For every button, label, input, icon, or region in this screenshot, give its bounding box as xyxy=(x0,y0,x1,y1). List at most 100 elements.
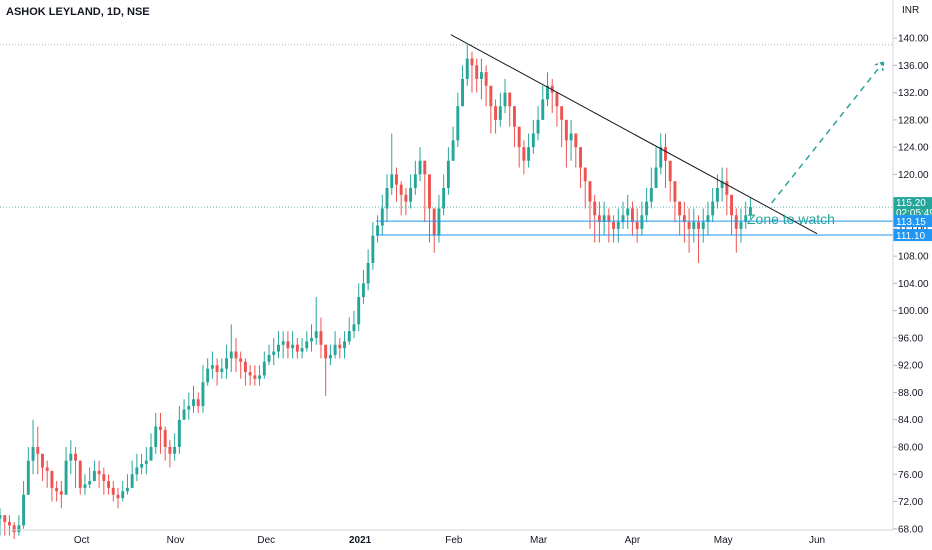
y-tick-label: 140.00 xyxy=(898,34,929,45)
candle xyxy=(97,460,101,488)
candle xyxy=(286,331,290,359)
candle xyxy=(305,331,309,352)
candle-body xyxy=(88,481,92,485)
candle xyxy=(739,208,743,243)
candle xyxy=(182,399,186,420)
y-tick-label: 76.00 xyxy=(898,470,923,481)
candle-body xyxy=(465,58,469,79)
candle xyxy=(461,65,464,107)
candle-body xyxy=(305,341,309,349)
candle xyxy=(626,194,630,229)
candle-body xyxy=(50,470,54,488)
candle xyxy=(579,147,582,189)
candle xyxy=(432,208,436,253)
x-tick-label: Mar xyxy=(530,535,548,546)
candle xyxy=(720,167,724,202)
candle-body xyxy=(310,337,313,342)
candle-body xyxy=(149,446,153,461)
candle xyxy=(701,208,705,243)
candle-body xyxy=(720,181,724,189)
candle xyxy=(494,99,498,134)
candle xyxy=(527,133,531,168)
candle-body xyxy=(555,92,559,107)
candle-body xyxy=(168,446,172,454)
current-price-label: 115.20 xyxy=(896,198,926,209)
candle-body xyxy=(116,494,120,499)
candle xyxy=(168,440,172,468)
candle xyxy=(121,481,125,502)
candle-body xyxy=(338,344,342,349)
candle xyxy=(163,426,167,461)
candle-body xyxy=(154,426,158,447)
candle xyxy=(640,201,644,236)
candle xyxy=(654,147,658,189)
candle-body xyxy=(673,181,677,202)
candle xyxy=(22,481,26,529)
candle-body xyxy=(324,344,328,359)
candle-body xyxy=(196,399,200,407)
candle-body xyxy=(394,174,398,185)
candle-body xyxy=(664,147,667,161)
candle-body xyxy=(649,188,653,202)
candle-body xyxy=(512,106,516,127)
candle xyxy=(361,269,365,304)
candle-body xyxy=(295,344,299,352)
y-tick-label: 124.00 xyxy=(898,143,929,154)
candle-body xyxy=(564,119,568,141)
level-2-tag: 111.10 xyxy=(893,229,932,242)
y-tick-label: 104.00 xyxy=(898,279,929,290)
candle xyxy=(394,167,398,202)
candle xyxy=(479,58,483,100)
candle-body xyxy=(626,208,630,216)
candle xyxy=(319,317,323,359)
candle-body xyxy=(508,92,512,107)
candle xyxy=(371,222,375,270)
candle xyxy=(225,344,229,379)
candle-body xyxy=(390,174,394,189)
candle xyxy=(442,174,446,216)
candle-body xyxy=(352,324,356,332)
candle xyxy=(470,51,474,93)
candle xyxy=(730,194,734,236)
candle xyxy=(503,78,507,114)
candle-body xyxy=(456,106,460,141)
candle xyxy=(173,433,177,461)
x-tick-label: Apr xyxy=(625,535,641,546)
candle xyxy=(409,174,413,209)
candle xyxy=(36,426,40,475)
candle-body xyxy=(3,515,7,522)
candle-body xyxy=(715,188,719,202)
candle-body xyxy=(678,201,682,216)
candle-body xyxy=(503,92,507,107)
candle-body xyxy=(409,188,413,202)
candle-body xyxy=(574,133,578,148)
candle xyxy=(621,201,625,229)
candle xyxy=(508,92,512,127)
price-axis-background xyxy=(893,0,932,550)
candle xyxy=(78,460,82,495)
candle-body xyxy=(328,354,332,359)
candle-body xyxy=(220,368,224,373)
level-2-tag-box xyxy=(893,229,932,242)
candle xyxy=(734,208,738,253)
candle xyxy=(673,181,677,223)
candle-body xyxy=(144,460,148,465)
candle-body xyxy=(621,215,625,223)
projection-arrow-line xyxy=(771,61,885,204)
candle xyxy=(253,365,257,386)
candle-body xyxy=(437,208,441,236)
candle-body xyxy=(102,474,106,482)
candle xyxy=(187,392,191,420)
candle-body xyxy=(654,167,658,189)
candle xyxy=(678,201,682,236)
candle-body xyxy=(687,222,691,229)
candle-body xyxy=(74,453,77,461)
x-tick-label: 2021 xyxy=(349,535,372,546)
candle xyxy=(366,249,370,291)
candle xyxy=(83,474,87,495)
countdown-label: 02:05:49 xyxy=(896,208,932,219)
candle-body xyxy=(300,348,304,352)
candle xyxy=(88,467,92,488)
